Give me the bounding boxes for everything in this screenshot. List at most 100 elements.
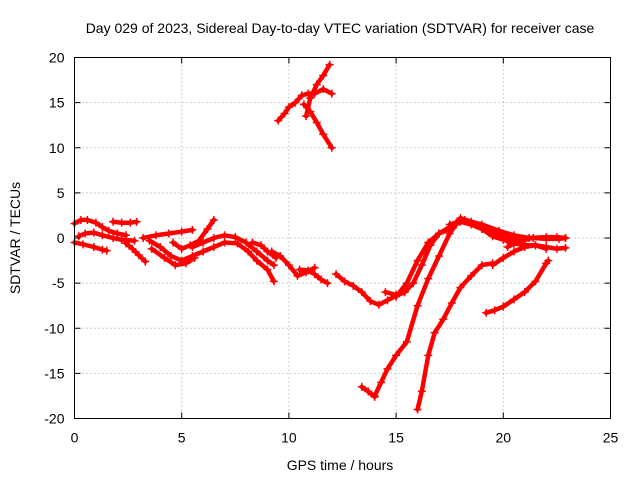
data-point [452, 220, 461, 229]
data-point [244, 247, 253, 256]
y-tick-label: 20 [49, 50, 65, 66]
data-point [269, 261, 278, 270]
series-track-10 [188, 231, 278, 270]
data-point [83, 215, 92, 224]
data-point [263, 256, 272, 265]
axes: 0 5 10 15 20 25 -20 -15 -10 -5 0 5 10 15 20 [44, 50, 618, 446]
data-point [383, 364, 392, 373]
data-point [177, 244, 186, 253]
data-point [503, 243, 512, 252]
data-point [482, 308, 491, 317]
data-point [81, 229, 90, 238]
data-point [299, 100, 308, 109]
data-point [544, 256, 553, 265]
data-point [220, 231, 229, 240]
data-point [531, 241, 540, 250]
data-point [488, 232, 497, 241]
data-point [424, 238, 433, 247]
data-point [102, 246, 111, 255]
series-track-17 [299, 100, 336, 152]
series-track-27 [503, 234, 570, 252]
data-point [109, 217, 118, 226]
data-point [74, 232, 83, 241]
data-point [113, 229, 122, 238]
series-track-09 [169, 215, 218, 253]
data-point [145, 236, 154, 245]
series-line [123, 241, 148, 264]
data-point [490, 306, 499, 315]
data-point [413, 301, 422, 310]
series-track-14 [295, 265, 332, 288]
data-point [402, 279, 411, 288]
data-point [280, 109, 289, 118]
data-point [467, 271, 476, 280]
series-track-23 [357, 382, 379, 401]
data-point [302, 112, 311, 121]
data-point [98, 245, 107, 254]
series-track-15 [274, 85, 336, 125]
series-track-22 [370, 220, 461, 400]
data-point [293, 271, 302, 280]
data-point [381, 288, 390, 297]
data-point [392, 292, 401, 301]
data-point [269, 277, 278, 286]
data-point [257, 241, 266, 250]
data-point [445, 229, 454, 238]
data-point [319, 71, 328, 80]
data-point [510, 231, 519, 240]
data-point [434, 229, 443, 238]
data-point [151, 231, 160, 240]
data-point [79, 240, 88, 249]
data-point [276, 252, 285, 261]
data-point [374, 300, 383, 309]
data-point [495, 226, 504, 235]
series-line [170, 217, 217, 252]
data-point [297, 91, 306, 100]
data-point [267, 247, 276, 256]
data-point [447, 298, 456, 307]
data-point [325, 60, 334, 69]
series-track-25 [482, 256, 553, 317]
data-point [304, 266, 313, 275]
data-point [188, 225, 197, 234]
data-point [327, 89, 336, 98]
data-point [402, 337, 411, 346]
data-point [134, 251, 143, 260]
data-point [510, 295, 519, 304]
data-point [139, 234, 148, 242]
data-point [284, 103, 293, 112]
data-point [274, 116, 283, 125]
data-point [190, 253, 199, 262]
data-point [323, 279, 332, 288]
data-point [147, 244, 156, 253]
data-point [439, 315, 448, 324]
data-point [188, 243, 197, 252]
x-tick-label: 15 [388, 430, 404, 446]
data-point [520, 243, 529, 252]
series-track-02 [74, 228, 139, 245]
plot-frame [74, 57, 611, 419]
data-point [327, 143, 336, 152]
data-point [126, 218, 135, 227]
data-point [542, 234, 551, 243]
x-tick-label: 0 [71, 430, 79, 446]
series-track-06 [139, 225, 197, 242]
data-point [417, 387, 426, 396]
data-point [284, 261, 293, 270]
data-point [177, 227, 186, 236]
data-point [291, 98, 300, 107]
y-tick-label: -10 [44, 320, 64, 336]
data-point [306, 94, 315, 103]
series-track-16 [302, 60, 334, 121]
data-point [209, 234, 218, 242]
data-point [203, 224, 212, 233]
data-point [312, 118, 321, 127]
y-tick-label: 5 [57, 185, 65, 201]
data-point [98, 231, 107, 240]
data-point [252, 256, 261, 265]
x-tick-label: 20 [496, 430, 512, 446]
data-point [510, 247, 519, 256]
data-point [169, 238, 178, 247]
data-point [499, 302, 508, 311]
